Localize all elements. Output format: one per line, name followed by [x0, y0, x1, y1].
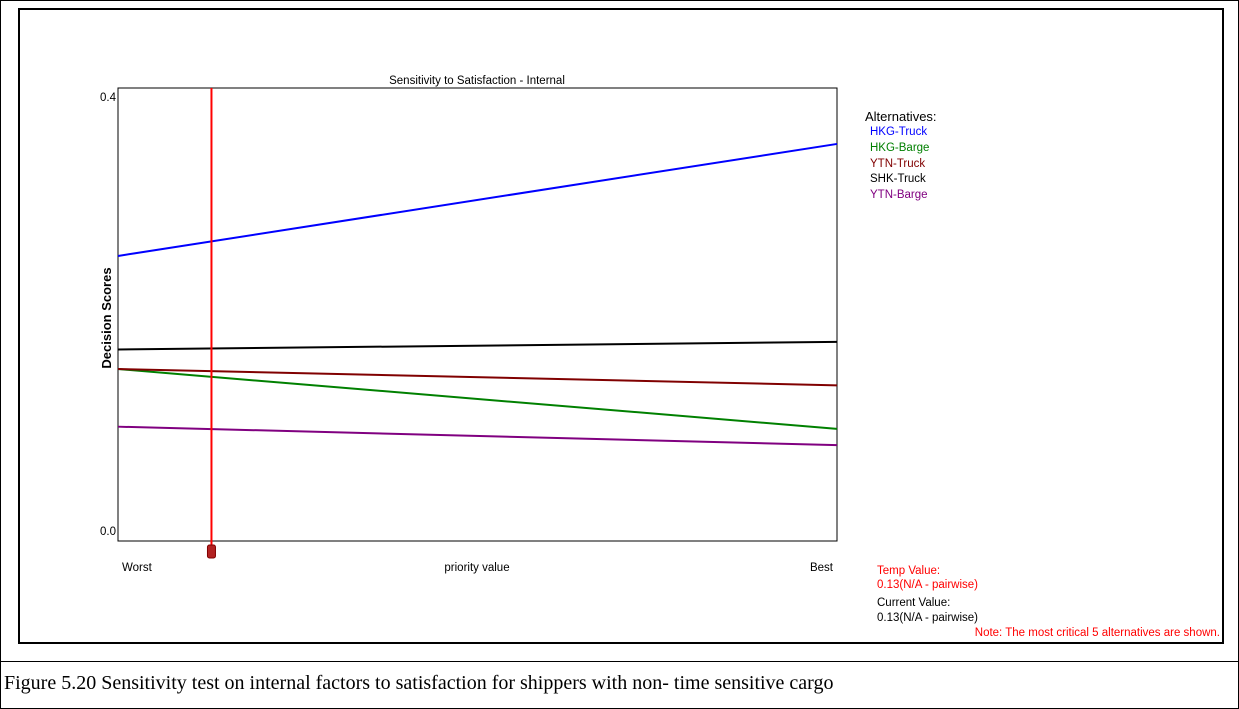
- plot-area: [117, 87, 838, 542]
- series-line-ytn-truck: [117, 368, 838, 387]
- current-value: 0.13(N/A - pairwise): [877, 612, 978, 624]
- priority-marker[interactable]: [206, 88, 216, 559]
- series-lines: [117, 142, 838, 447]
- y-tick-bottom: 0.0: [100, 526, 116, 538]
- x-tick-best: Best: [810, 562, 834, 574]
- series-line-shk-truck: [117, 340, 838, 351]
- y-tick-top: 0.4: [100, 92, 117, 104]
- series-line-ytn-barge: [117, 425, 838, 447]
- legend-item-ytn-barge: YTN-Barge: [870, 189, 928, 202]
- legend-title: Alternatives:: [865, 109, 937, 124]
- critical-alternatives-note: Note: The most critical 5 alternatives a…: [974, 627, 1220, 639]
- legend-item-hkg-truck: HKG-Truck: [870, 126, 928, 138]
- legend-item-ytn-truck: YTN-Truck: [870, 157, 926, 170]
- figure-caption: Figure 5.20 Sensitivity test on internal…: [4, 672, 834, 694]
- priority-marker-handle[interactable]: [206, 544, 216, 559]
- temp-value-label: Temp Value:: [877, 565, 941, 577]
- chart-title: Sensitivity to Satisfaction - Internal: [389, 75, 565, 87]
- current-value-label: Current Value:: [877, 597, 951, 609]
- legend-item-hkg-barge: HKG-Barge: [870, 141, 930, 154]
- x-tick-worst: Worst: [122, 562, 153, 574]
- caption-divider: [0, 661, 1239, 662]
- x-axis-label: priority value: [444, 562, 509, 574]
- legend-item-shk-truck: SHK-Truck: [870, 173, 926, 186]
- series-line-hkg-truck: [117, 142, 838, 257]
- temp-value: 0.13(N/A - pairwise): [877, 579, 978, 591]
- y-axis-label: Decision Scores: [99, 267, 114, 368]
- series-line-hkg-barge: [117, 368, 838, 430]
